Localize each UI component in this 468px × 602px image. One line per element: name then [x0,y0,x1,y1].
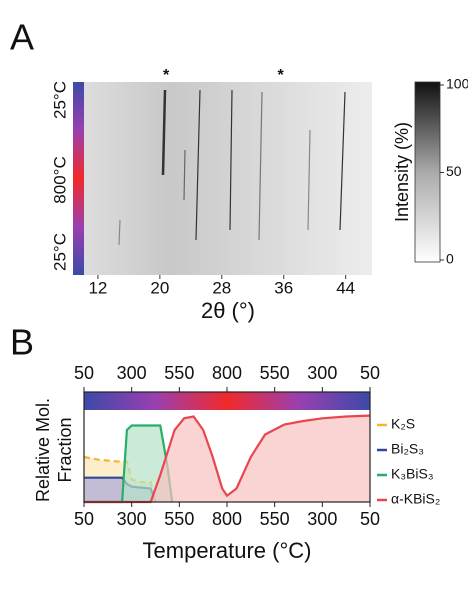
x-tick-label: 50 [360,509,380,529]
annotation: * [278,67,285,84]
y-axis-label: Fraction [55,417,75,482]
x-tick-label-top: 300 [117,363,147,383]
heatmap-streaks [118,89,346,246]
colorbar-label: Intensity (%) [392,122,412,222]
y-label: 25°C [50,81,69,119]
y-label: 25°C [50,233,69,271]
temperature-bar [84,392,370,410]
panel-label: B [10,322,34,363]
x-axis-label: Temperature (°C) [143,538,312,563]
temperature-strip [73,82,84,275]
legend-label: α-KBiS₂ [391,491,440,507]
y-axis-label: Relative Mol. [33,398,53,502]
x-tick-label: 50 [74,509,94,529]
x-tick-label: 36 [274,278,293,297]
annotation: * [163,67,170,84]
legend-label: K₃BiS₃ [391,466,434,482]
x-tick-label: 12 [88,278,107,297]
x-tick-label-top: 800 [212,363,242,383]
y-label: 800°C [50,156,69,203]
colorbar-tick-label: 50 [446,163,462,179]
colorbar [414,81,441,263]
x-tick-label: 800 [212,509,242,529]
panel-label: A [10,17,34,58]
x-tick-label: 28 [212,278,231,297]
x-tick-label: 44 [336,278,355,297]
area-fill [84,415,370,502]
x-tick-label: 300 [307,509,337,529]
x-tick-label: 300 [117,509,147,529]
colorbar-tick-label: 100 [446,76,468,92]
x-tick-label-top: 50 [360,363,380,383]
x-tick-label-top: 50 [74,363,94,383]
x-tick-label-top: 300 [307,363,337,383]
x-tick-label: 20 [150,278,169,297]
series-line [84,414,371,504]
x-tick-label: 550 [260,509,290,529]
heatmap [84,82,372,275]
colorbar-tick-label: 0 [446,251,454,267]
legend-label: Bi₂S₃ [391,441,424,457]
legend-label: K₂S [391,416,415,432]
x-tick-label: 550 [164,509,194,529]
x-tick-label-top: 550 [164,363,194,383]
x-tick-label-top: 550 [260,363,290,383]
area-fill [84,425,173,502]
x-axis-label: 2θ (°) [201,298,255,323]
